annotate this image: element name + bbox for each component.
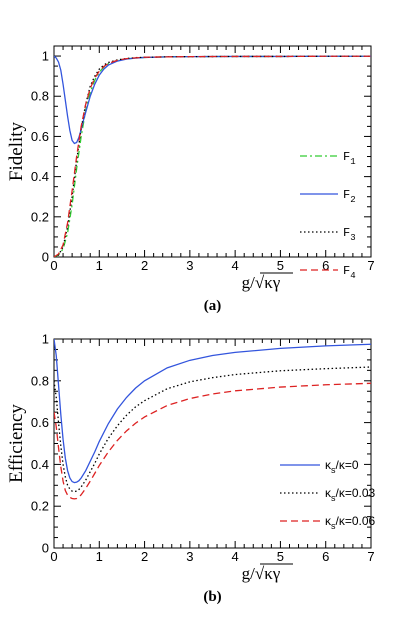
x-axis-label: g/√κγ: [242, 273, 281, 292]
x-tick-label: 0: [50, 258, 57, 273]
legend-label-3: κs/κ=0.06: [325, 514, 376, 531]
x-tick-label: 4: [232, 258, 239, 273]
y-tick-label: 0.2: [31, 499, 49, 514]
x-tick-label: 7: [367, 549, 374, 564]
chart-efficiency: 0 1 2 3 4 5 6 7 0 0.2 0.4 0.6 0.8 1 Efficiency g/√κγ (b)…: [6, 332, 376, 606]
x-tick-label: 5: [277, 258, 284, 273]
y-tick-label: 0.8: [31, 373, 49, 388]
legend-label-3: F3: [343, 226, 356, 243]
x-tick-label: 7: [367, 258, 374, 273]
series-line-1: [54, 55, 371, 257]
x-tick-label: 2: [141, 549, 148, 564]
x-tick-label: 3: [186, 258, 193, 273]
x-tick-label: 1: [96, 258, 103, 273]
y-tick-label: 0.4: [31, 457, 49, 472]
legend-label-1: F1: [343, 150, 356, 167]
legend-label-2: F2: [343, 188, 356, 205]
x-tick-label: 4: [232, 549, 239, 564]
chart-fidelity: 0 1 2 3 4 5 6 7 0 0.2 0.4 0.6 0.8 1 Fidelity g/√κγ (a) F1…: [6, 45, 375, 314]
y-tick-label: 0.4: [31, 169, 49, 184]
series-line-3: [54, 382, 371, 500]
y-tick-label: 0.2: [31, 209, 49, 224]
y-tick-label: 0: [42, 541, 49, 556]
legend: κs/κ=0 κs/κ=0.03 κs/κ=0.06: [280, 458, 376, 531]
panel-label: (b): [203, 589, 221, 605]
x-tick-label: 5: [277, 549, 284, 564]
series-line-3: [54, 55, 371, 257]
series-group: [54, 55, 371, 257]
series-line-1: [54, 339, 371, 484]
series-line-4: [54, 55, 371, 257]
legend-label-2: κs/κ=0.03: [325, 486, 376, 503]
y-tick-label: 0.6: [31, 129, 49, 144]
y-tick-label: 1: [42, 49, 49, 64]
x-tick-label: 1: [96, 549, 103, 564]
y-axis-label: Fidelity: [6, 121, 27, 181]
y-tick-label: 0.6: [31, 415, 49, 430]
x-tick-label: 6: [322, 549, 329, 564]
legend-label-1: κs/κ=0: [325, 458, 359, 475]
y-tick-label: 0.8: [31, 89, 49, 104]
plot-frame: [53, 338, 372, 549]
legend-label-4: F4: [343, 264, 356, 281]
x-tick-label: 2: [141, 258, 148, 273]
plot-frame: [53, 45, 372, 258]
series-line-2: [54, 366, 371, 493]
y-axis-label: Efficiency: [6, 404, 27, 483]
y-tick-label: 0: [42, 250, 49, 265]
y-tick-label: 1: [42, 332, 49, 347]
legend: F1 F2 F3 F4: [300, 150, 356, 281]
x-tick-label: 6: [322, 258, 329, 273]
panel-label: (a): [204, 298, 222, 314]
x-tick-label: 0: [50, 549, 57, 564]
x-axis-label: g/√κγ: [242, 564, 281, 583]
x-tick-label: 3: [186, 549, 193, 564]
series-group: [54, 339, 371, 500]
